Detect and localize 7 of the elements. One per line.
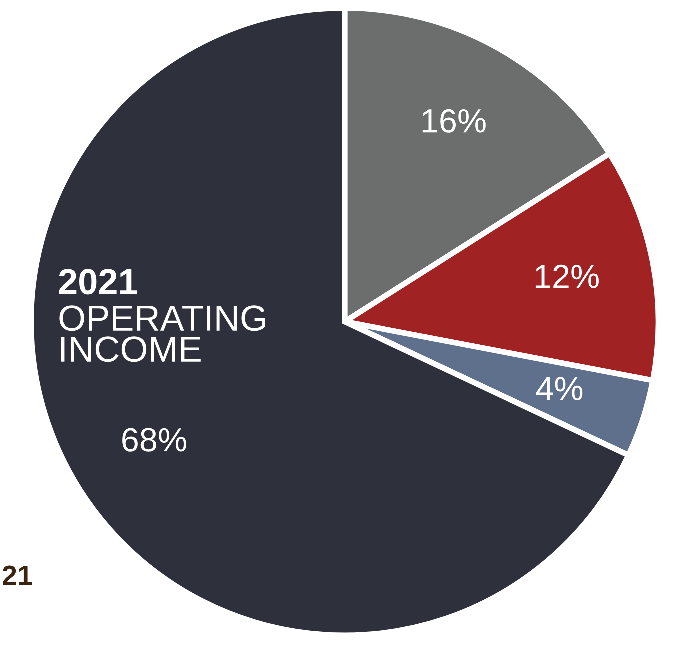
data-label: 4%: [536, 377, 583, 400]
data-label: 12%: [536, 264, 599, 288]
data-label: 16%: [422, 109, 486, 133]
text: 2021: [59, 269, 138, 295]
data-label: 68%: [122, 428, 186, 452]
text: OPERATING INCOME: [60, 306, 266, 362]
text: 21: [2, 566, 32, 586]
